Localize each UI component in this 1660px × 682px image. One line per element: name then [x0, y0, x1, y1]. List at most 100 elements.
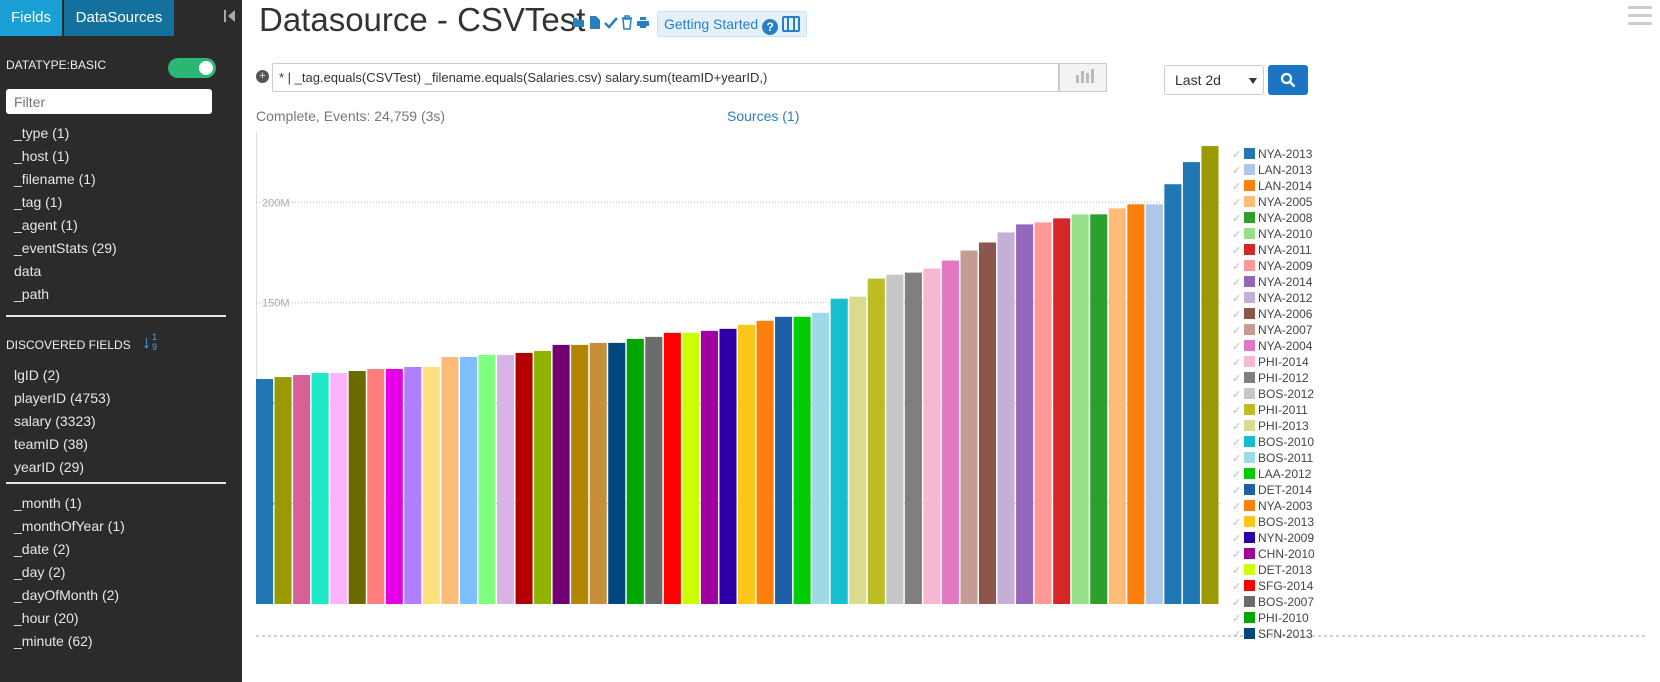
legend-swatch	[1244, 276, 1255, 287]
time-field-item[interactable]: _monthOfYear (1)	[14, 518, 125, 534]
field-item[interactable]: data	[14, 263, 42, 279]
legend-swatch	[1244, 340, 1255, 351]
legend-label: NYA-2009	[1258, 259, 1313, 273]
time-field-item[interactable]: _day (2)	[14, 564, 66, 580]
discovered-field-item[interactable]: playerID (4753)	[14, 390, 111, 406]
legend-check-icon: ✓	[1232, 581, 1241, 593]
bar	[886, 274, 904, 604]
bar	[422, 366, 440, 604]
chart-type-button[interactable]	[1059, 63, 1107, 92]
legend-swatch	[1244, 516, 1255, 527]
legend-label: NYA-2005	[1258, 195, 1313, 209]
legend-check-icon: ✓	[1232, 533, 1241, 545]
datatype-toggle[interactable]	[168, 58, 216, 78]
legend-swatch	[1244, 532, 1255, 543]
field-item[interactable]: _agent (1)	[14, 217, 78, 233]
discovered-field-item[interactable]: teamID (38)	[14, 436, 88, 452]
toggle-knob	[199, 61, 213, 75]
collapse-sidebar-icon[interactable]	[224, 8, 236, 24]
time-field-item[interactable]: _date (2)	[14, 541, 71, 557]
legend-check-icon: ✓	[1232, 341, 1241, 353]
legend-label: CHN-2010	[1258, 547, 1315, 561]
bar	[830, 298, 848, 604]
legend-label: BOS-2007	[1258, 595, 1314, 609]
legend-label: BOS-2012	[1258, 387, 1314, 401]
legend-label: DET-2014	[1258, 483, 1312, 497]
legend-swatch	[1244, 164, 1255, 175]
sort-numeric-icon[interactable]: ↓ 1 9	[142, 332, 158, 352]
legend-label: PHI-2013	[1258, 419, 1309, 433]
search-button[interactable]	[1268, 65, 1308, 95]
field-item[interactable]: _filename (1)	[14, 171, 96, 187]
trash-icon[interactable]	[620, 14, 634, 30]
discovered-field-item[interactable]: lgID (2)	[14, 367, 60, 383]
bar	[812, 312, 830, 604]
sources-link[interactable]: Sources (1)	[727, 108, 800, 124]
getting-started-button[interactable]: Getting Started?	[657, 11, 808, 37]
discovered-field-item[interactable]: salary (3323)	[14, 413, 96, 429]
legend-label: NYA-2012	[1258, 291, 1313, 305]
time-field-item[interactable]: _month (1)	[14, 495, 82, 511]
bar	[515, 352, 533, 604]
field-item[interactable]: _path	[14, 286, 50, 302]
menu-icon[interactable]	[1628, 6, 1652, 28]
main-panel: Datasource - CSVTest Getting Started? + …	[242, 0, 1660, 682]
discovered-field-item[interactable]: yearID (29)	[14, 459, 85, 475]
field-item[interactable]: _eventStats (29)	[14, 240, 117, 256]
field-item[interactable]: _tag (1)	[14, 194, 63, 210]
legend-swatch	[1244, 212, 1255, 223]
legend-swatch	[1244, 148, 1255, 159]
bar	[1164, 184, 1182, 604]
divider	[6, 315, 226, 317]
bar	[1108, 208, 1126, 604]
print-icon[interactable]	[636, 14, 650, 30]
legend-swatch	[1244, 372, 1255, 383]
time-field-item[interactable]: _dayOfMonth (2)	[14, 587, 120, 603]
discovered-fields-title: DISCOVERED FIELDS	[6, 338, 131, 352]
legend-swatch	[1244, 548, 1255, 559]
legend-label: LAN-2014	[1258, 179, 1312, 193]
bar	[552, 344, 570, 604]
query-status: Complete, Events: 24,759 (3s)	[256, 108, 446, 124]
field-item[interactable]: _type (1)	[14, 125, 70, 141]
bar	[348, 371, 366, 604]
legend-check-icon: ✓	[1232, 405, 1241, 417]
add-query-icon[interactable]: +	[256, 70, 269, 83]
legend-swatch	[1244, 292, 1255, 303]
legend-swatch	[1244, 596, 1255, 607]
search-query-input[interactable]	[272, 63, 1059, 92]
legend-check-icon: ✓	[1232, 213, 1241, 225]
divider	[6, 482, 226, 484]
filter-input[interactable]	[6, 89, 212, 114]
legend-label: PHI-2011	[1258, 403, 1308, 417]
legend-swatch	[1244, 628, 1255, 639]
time-range-select[interactable]: Last 2d	[1164, 65, 1264, 95]
page-title: Datasource - CSVTest	[259, 1, 586, 38]
legend-label: NYA-2014	[1258, 275, 1313, 289]
legend-swatch	[1244, 468, 1255, 479]
legend-label: NYA-2008	[1258, 211, 1313, 225]
legend-swatch	[1244, 180, 1255, 191]
legend-label: NYA-2011	[1258, 243, 1312, 257]
bar	[867, 278, 885, 604]
legend-label: LAN-2013	[1258, 163, 1312, 177]
bar	[1127, 204, 1145, 604]
field-item[interactable]: _host (1)	[14, 148, 70, 164]
tab-fields[interactable]: Fields	[0, 0, 62, 36]
video-icon[interactable]	[782, 16, 801, 32]
time-range-value: Last 2d	[1175, 72, 1221, 88]
help-icon[interactable]: ?	[762, 19, 779, 35]
check-icon[interactable]	[604, 14, 618, 30]
legend-swatch	[1244, 484, 1255, 495]
time-field-item[interactable]: _hour (20)	[14, 610, 79, 626]
legend-label: NYA-2003	[1258, 499, 1313, 513]
legend-swatch	[1244, 420, 1255, 431]
file-icon[interactable]	[588, 14, 602, 30]
bar	[385, 369, 403, 604]
folder-open-icon[interactable]	[572, 14, 586, 30]
tab-datasources[interactable]: DataSources	[64, 0, 174, 36]
time-field-item[interactable]: _minute (62)	[14, 633, 93, 649]
legend-check-icon: ✓	[1232, 325, 1241, 337]
legend-label: SFG-2014	[1258, 579, 1314, 593]
legend-swatch	[1244, 228, 1255, 239]
